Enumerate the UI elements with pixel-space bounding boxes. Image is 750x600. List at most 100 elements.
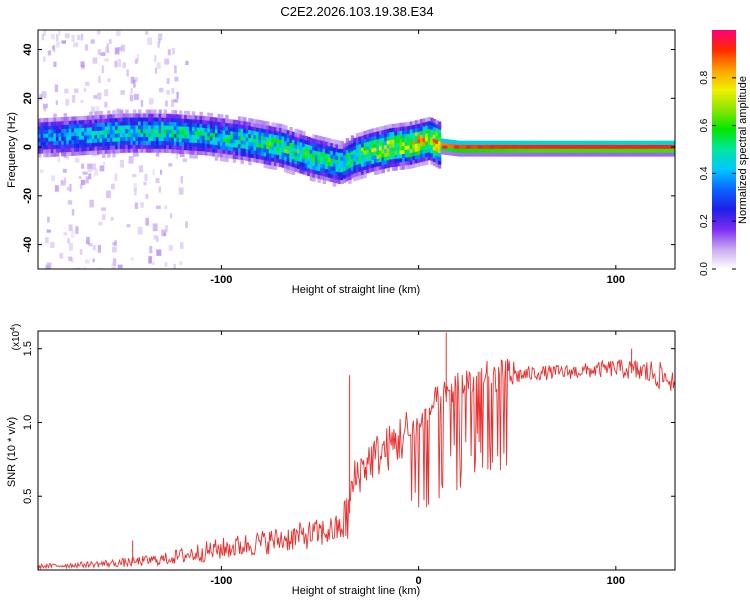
spectrogram-cell <box>117 121 121 126</box>
spectrogram-cell <box>420 126 424 131</box>
spectrogram-cell <box>609 148 614 153</box>
spectrogram-noise-cell <box>99 165 105 172</box>
spectrogram-cell <box>109 145 114 150</box>
spectrogram-cell <box>143 113 147 118</box>
spectrogram-cell <box>286 149 291 154</box>
spectrogram-noise-cell <box>101 65 104 74</box>
spectrogram-cell <box>222 130 226 135</box>
spectrogram-cell <box>366 161 370 166</box>
spectrogram-cell <box>84 115 88 120</box>
spectrogram-cell <box>243 132 247 137</box>
spectrogram-cell <box>171 114 175 119</box>
spectrogram-cell <box>204 151 208 156</box>
spectrogram-cell <box>53 137 57 142</box>
spectrogram-cell <box>555 152 560 157</box>
spectrogram-cell <box>225 122 229 127</box>
spectrogram-cell <box>79 151 83 156</box>
spectrogram-cell <box>235 127 239 132</box>
spectrogram-cell <box>402 122 406 127</box>
spectrogram-cell <box>437 133 442 138</box>
spectrogram-peak-cell <box>477 145 483 149</box>
spectrogram-cell <box>155 148 160 153</box>
spectrogram-cell <box>63 124 67 129</box>
spectrogram-cell <box>245 129 250 134</box>
spectrogram-cell <box>571 152 575 157</box>
spectrogram-cell <box>353 161 357 166</box>
spectrogram-cell <box>530 148 534 153</box>
spectrogram-cell <box>58 136 62 141</box>
spectrogram-cell <box>437 164 442 169</box>
spectrogram-cell <box>199 115 203 120</box>
spectrogram-cell <box>268 133 273 138</box>
spectrogram-cell <box>181 122 185 127</box>
spectrogram-noise-cell <box>54 185 59 192</box>
spectrogram-cell <box>220 149 224 154</box>
spectrogram-cell <box>250 126 255 131</box>
spectrogram-cell <box>76 124 80 129</box>
spectrogram-cell <box>63 140 67 145</box>
spectrogram-noise-cell <box>137 226 143 235</box>
spectrogram-cell <box>191 150 196 155</box>
spectrogram-cell <box>340 172 344 177</box>
spectrogram-cell <box>373 163 378 168</box>
spectrogram-cell <box>120 137 124 142</box>
spectrogram-cell <box>545 140 549 145</box>
spectrogram-noise-cell <box>111 263 117 269</box>
spectrogram-cell <box>343 166 347 171</box>
spectrogram-noise-cell <box>120 159 124 168</box>
spectrogram-cell <box>389 143 393 148</box>
spectrogram-cell <box>84 131 88 136</box>
spectrogram-cell <box>381 126 385 131</box>
spectrogram-cell <box>153 125 157 130</box>
spectrogram-cell <box>158 125 162 130</box>
spectrogram-cell <box>50 117 55 122</box>
spectrogram-cell <box>245 145 250 150</box>
spectrogram-cell <box>161 113 165 118</box>
spectrogram-cell <box>430 148 434 154</box>
spectrogram-cell <box>261 155 265 160</box>
spectrogram-cell <box>325 145 329 150</box>
spectrogram-cell <box>432 119 437 124</box>
spectrogram-cell <box>314 174 319 179</box>
spectrogram-cell <box>148 144 152 149</box>
spectrogram-noise-cell <box>133 77 138 82</box>
spectrogram-cell <box>107 153 111 158</box>
spectrogram-cell <box>255 123 260 128</box>
spectrogram-cell <box>104 114 109 119</box>
spectrogram-cell <box>291 139 296 144</box>
spectrogram-cell <box>250 134 255 139</box>
spectrogram-noise-cell <box>140 202 144 208</box>
spectrogram-cell <box>125 136 129 141</box>
spectrogram-cell <box>130 132 134 138</box>
spectrogram-cell <box>143 121 147 126</box>
colorbar-label: Normalized spectral amplitude <box>737 76 749 224</box>
spectrogram-cell <box>273 146 278 151</box>
spectrogram-cell <box>71 143 75 148</box>
spectrogram-cell <box>404 137 408 142</box>
spectrogram-cell <box>189 150 193 155</box>
spectrogram-peak-cell <box>537 145 542 149</box>
spectrogram-cell <box>91 127 96 132</box>
spectrogram-cell <box>273 130 278 135</box>
spectrogram-cell <box>348 164 352 169</box>
spectrogram-cell <box>225 130 229 135</box>
spectrogram-cell <box>338 160 342 165</box>
spectrogram-cell <box>240 155 244 160</box>
spectrogram-cell <box>373 143 378 148</box>
spectrogram-cell <box>368 164 373 169</box>
spectrogram-cell <box>143 125 147 130</box>
spectrogram-noise-cell <box>90 106 95 114</box>
spectrogram-noise-cell <box>71 34 75 42</box>
spectrogram-cell <box>596 140 601 145</box>
spectrogram-peak-cell <box>655 145 661 149</box>
spectrogram-cell <box>127 117 132 122</box>
spectrogram-cell <box>368 137 373 142</box>
spectrogram-noise-cell <box>50 241 55 249</box>
snr-ylabel: SNR (10 * v/v) <box>6 417 18 487</box>
spectrogram-cell <box>530 140 534 145</box>
spectrogram-cell <box>409 125 414 130</box>
spectrogram-cell <box>248 161 252 166</box>
spectrogram-cell <box>650 144 655 149</box>
spectrogram-cell <box>81 147 85 152</box>
spectrogram-cell <box>79 139 83 144</box>
